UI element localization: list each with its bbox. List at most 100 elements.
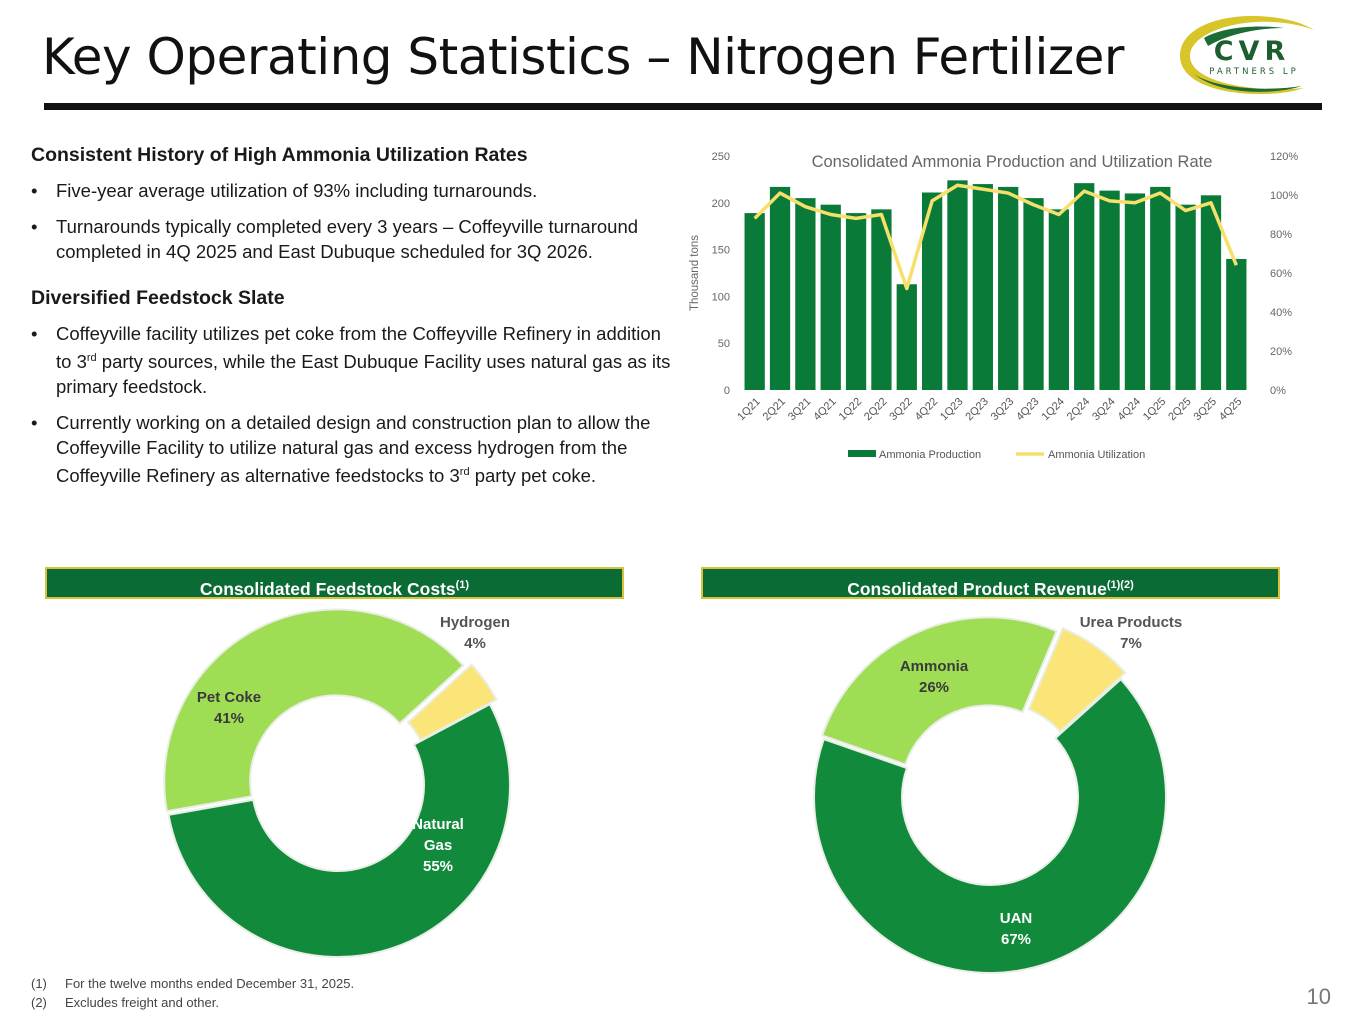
x-tick-label: 4Q22: [913, 396, 941, 424]
x-tick-label: 4Q25: [1217, 396, 1245, 424]
x-tick-label: 2Q21: [761, 396, 789, 424]
x-tick-label: 1Q24: [1039, 396, 1067, 424]
x-tick-label: 3Q25: [1192, 396, 1220, 424]
title-divider: [44, 103, 1322, 110]
x-tick-label: 1Q22: [837, 396, 865, 424]
production-bar: [871, 209, 892, 390]
bullet-item: • Currently working on a detailed design…: [31, 410, 671, 488]
production-bar: [795, 198, 816, 390]
x-tick-label: 2Q24: [1065, 396, 1093, 424]
bullet-item: • Coffeyville facility utilizes pet coke…: [31, 321, 671, 399]
donut-slice: [813, 677, 1167, 974]
production-bar: [1099, 190, 1120, 390]
y-axis-label: Thousand tons: [689, 235, 701, 311]
production-bar: [1124, 193, 1146, 390]
donut-label: 67%: [1001, 931, 1031, 948]
production-bar: [1200, 195, 1222, 390]
logo-sub-text: PARTNERS LP: [1209, 67, 1298, 77]
y2-tick-label: 120%: [1270, 151, 1298, 163]
x-tick-label: 4Q21: [811, 396, 839, 424]
production-bar: [769, 186, 791, 390]
bullet-dot: •: [31, 216, 38, 237]
bullet-item: • Five-year average utilization of 93% i…: [31, 178, 671, 203]
product-revenue-banner: Consolidated Product Revenue(1)(2): [701, 567, 1280, 599]
legend-production-label: Ammonia Production: [879, 449, 981, 461]
x-tick-label: 2Q22: [862, 396, 890, 424]
bullet-dot: •: [31, 323, 38, 344]
footnote-2: (2) Excludes freight and other.: [31, 995, 219, 1010]
production-bar: [1023, 198, 1044, 390]
donut-slice: [167, 702, 511, 958]
production-bar: [1048, 209, 1070, 390]
donut-label: 4%: [464, 635, 486, 652]
x-tick-label: 1Q21: [735, 396, 763, 424]
y2-tick-label: 80%: [1270, 229, 1292, 241]
y-tick-label: 150: [712, 245, 730, 257]
production-bar: [947, 180, 968, 390]
page-title: Key Operating Statistics – Nitrogen Fert…: [42, 28, 1124, 86]
logo-swoosh-bottom: [1194, 74, 1302, 92]
production-bar: [921, 192, 943, 390]
y-tick-label: 250: [712, 151, 730, 163]
section-utilization-title: Consistent History of High Ammonia Utili…: [31, 144, 528, 166]
chart-title: Consolidated Ammonia Production and Util…: [812, 153, 1213, 171]
key-points-text: Consistent History of High Ammonia Utili…: [31, 143, 671, 499]
x-tick-label: 3Q24: [1090, 396, 1118, 424]
footnotes: (1) For the twelve months ended December …: [31, 974, 354, 1012]
donut-label: Natural: [412, 816, 464, 833]
y2-tick-label: 100%: [1270, 190, 1298, 202]
legend-production-swatch: [848, 450, 876, 457]
donut-label: 7%: [1120, 635, 1142, 652]
x-tick-label: 1Q23: [938, 396, 966, 424]
logo-swoosh-outer: [1180, 16, 1314, 94]
donut-label: 41%: [214, 710, 244, 727]
donut-label: Pet Coke: [197, 689, 261, 706]
production-bar: [744, 213, 765, 390]
x-tick-label: 4Q24: [1116, 396, 1144, 424]
legend-utilization-label: Ammonia Utilization: [1048, 449, 1145, 461]
feedstock-costs-donut: Natural Gas 55% Pet Coke 41% Hydrogen 4%: [163, 608, 511, 958]
footnote-1: (1) For the twelve months ended December …: [31, 976, 355, 991]
y-tick-label: 50: [718, 338, 730, 350]
donut-label: UAN: [1000, 910, 1033, 927]
bullet-text: Currently working on a detailed design a…: [56, 412, 651, 487]
production-bar: [1226, 258, 1247, 390]
donut-label: Hydrogen: [440, 614, 510, 631]
y-tick-label: 200: [712, 198, 730, 210]
bullet-dot: •: [31, 412, 38, 434]
x-tick-label: 3Q22: [887, 396, 915, 424]
x-tick-label: 4Q23: [1014, 396, 1042, 424]
y2-tick-label: 20%: [1270, 346, 1292, 358]
feedstock-costs-banner: Consolidated Feedstock Costs(1): [45, 567, 624, 599]
section-feedstock-title: Diversified Feedstock Slate: [31, 287, 285, 309]
y-tick-label: 0: [724, 385, 730, 397]
ammonia-production-chart: Consolidated Ammonia Production and Util…: [689, 151, 1298, 461]
production-bar: [998, 186, 1019, 390]
y2-tick-label: 40%: [1270, 307, 1292, 319]
y2-tick-label: 60%: [1270, 268, 1292, 280]
production-bar: [972, 184, 993, 390]
product-revenue-donut: UAN 67% Ammonia 26% Urea Products 7%: [813, 614, 1183, 974]
bullet-text: Turnarounds typically completed every 3 …: [56, 216, 639, 262]
donut-label: Urea Products: [1080, 614, 1183, 631]
donut-slice: [163, 608, 465, 813]
donut-slice: [1027, 626, 1127, 734]
x-tick-label: 3Q23: [989, 396, 1017, 424]
logo-main-text: CVR: [1214, 36, 1291, 67]
production-bar: [1074, 183, 1095, 390]
production-bar: [1150, 186, 1171, 390]
x-tick-label: 3Q21: [786, 396, 814, 424]
x-tick-label: 2Q25: [1166, 396, 1194, 424]
production-bar: [896, 284, 917, 390]
page-number: 10: [1306, 984, 1331, 1009]
logo-swoosh-inner: [1204, 26, 1284, 46]
y-tick-label: 100: [712, 291, 730, 303]
production-bar: [820, 204, 841, 390]
donut-slice: [820, 616, 1058, 766]
bullet-dot: •: [31, 180, 38, 201]
company-logo: CVR PARTNERS LP: [1180, 16, 1314, 94]
x-tick-label: 1Q25: [1141, 396, 1169, 424]
x-tick-label: 2Q23: [963, 396, 991, 424]
donut-slice: [406, 662, 498, 742]
production-bar: [845, 213, 867, 390]
